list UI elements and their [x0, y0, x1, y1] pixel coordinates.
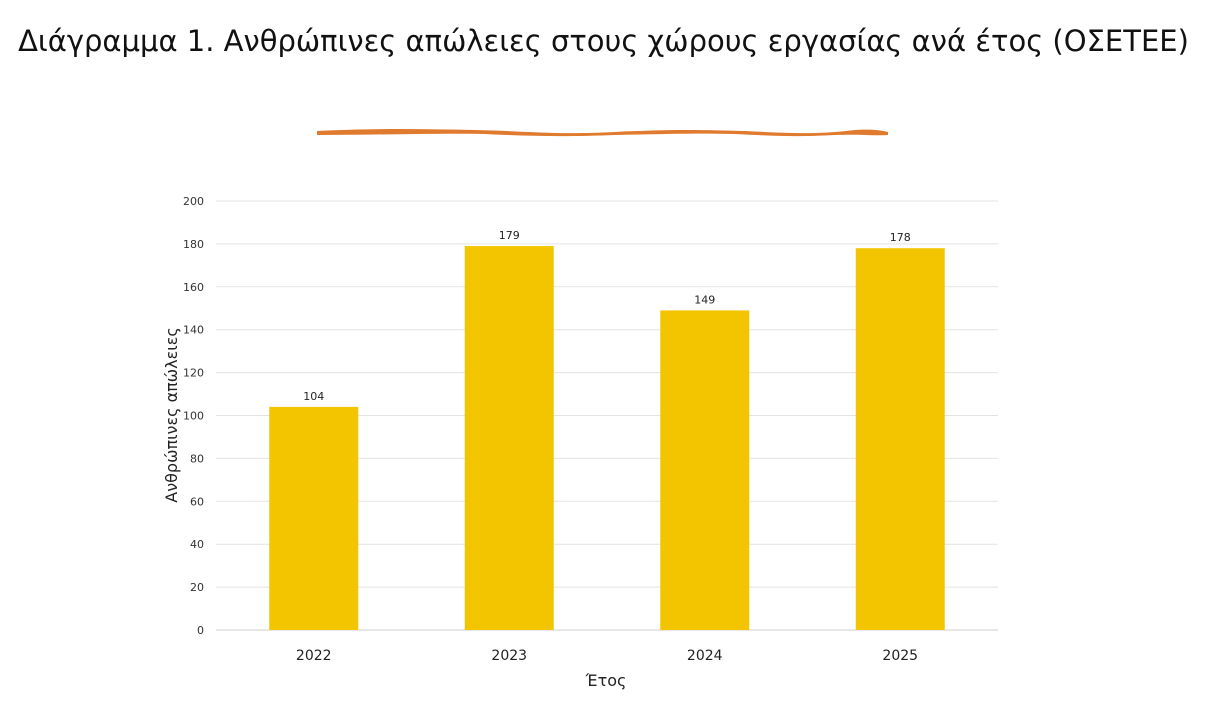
page-title: Διάγραμμα 1. Ανθρώπινες απώλειες στους χ…: [18, 24, 1189, 58]
y-tick-label: 200: [183, 195, 204, 208]
y-tick-label: 80: [190, 452, 204, 465]
bar-2022: [269, 406, 359, 630]
bar-2023: [464, 246, 554, 631]
y-tick-label: 40: [190, 538, 204, 551]
y-tick-label: 60: [190, 495, 204, 508]
x-axis-label: Έτος: [585, 671, 627, 690]
x-tick-label: 2025: [882, 648, 918, 664]
y-tick-label: 180: [183, 238, 204, 251]
y-tick-label: 0: [197, 624, 204, 637]
y-tick-label: 140: [183, 324, 204, 337]
data-label: 104: [303, 390, 324, 403]
data-labels: 104 179 149 178: [303, 229, 911, 403]
y-axis-label: Ανθρώπινες απώλειες: [162, 327, 181, 502]
y-tick-label: 160: [183, 281, 204, 294]
data-label: 179: [499, 229, 520, 242]
y-tick-label: 100: [183, 410, 204, 423]
orange-brush-divider: [317, 129, 888, 137]
bars: [269, 246, 945, 631]
bar-2024: [660, 310, 750, 630]
data-label: 178: [890, 231, 911, 244]
bar-2025: [855, 248, 945, 630]
x-tick-label: 2024: [687, 648, 723, 664]
y-tick-label: 120: [183, 367, 204, 380]
x-tick-labels: 2022 2023 2024 2025: [296, 648, 918, 664]
x-tick-label: 2022: [296, 648, 332, 664]
y-tick-label: 20: [190, 581, 204, 594]
x-tick-label: 2023: [491, 648, 527, 664]
data-label: 149: [694, 293, 715, 306]
y-tick-labels: 0 20 40 60 80 100 120 140 160 180 200: [183, 195, 204, 637]
